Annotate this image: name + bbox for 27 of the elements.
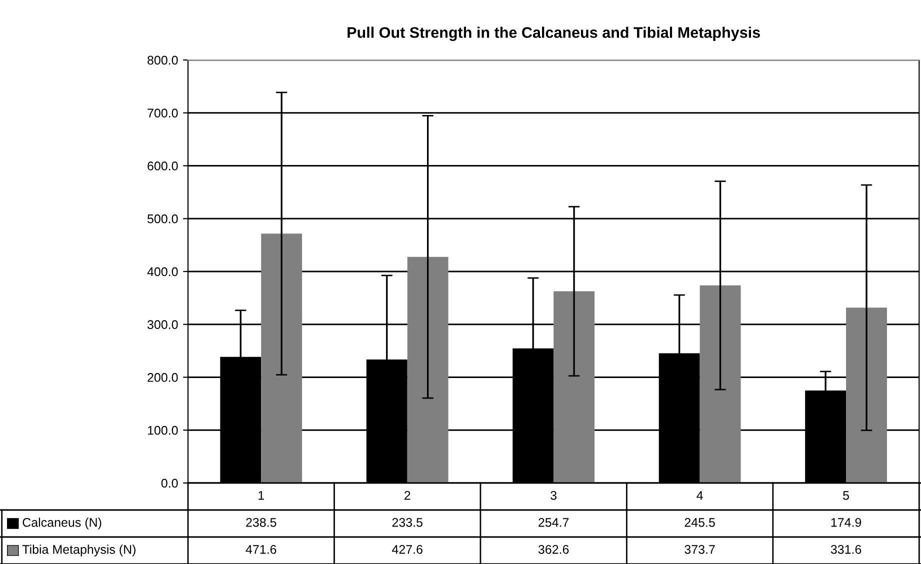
data-label: 245.5 [684, 518, 715, 527]
data-label: 233.5 [392, 518, 422, 527]
y-tick-label: 700.0 [148, 108, 178, 118]
y-tick-label: 800.0 [148, 56, 178, 65]
x-tick-label: 4 [696, 491, 703, 500]
y-tick-label: 500.0 [148, 214, 178, 224]
y-tick-label: 300.0 [147, 320, 178, 330]
x-tick-label: 2 [404, 491, 410, 500]
data-label: 471.6 [246, 545, 276, 554]
data-label: 427.6 [392, 545, 422, 554]
x-tick-label: 5 [843, 491, 849, 500]
data-label: 373.7 [684, 545, 715, 554]
legend-label: Tibia Metaphysis (N) [22, 544, 136, 556]
y-tick-label: 400.0 [147, 267, 178, 276]
data-label: 254.7 [538, 518, 569, 527]
y-tick-label: 100.0 [148, 426, 178, 435]
y-tick-label: 200.0 [148, 373, 178, 382]
y-tick-label: 0.0 [161, 478, 178, 488]
data-label: 238.5 [246, 518, 276, 527]
x-tick-label: 3 [550, 491, 557, 500]
x-tick-label: 1 [258, 491, 264, 500]
data-label: 331.6 [830, 545, 862, 554]
chart-title: Pull Out Strength in the Calcaneus and Tibial Metaphysis [348, 26, 760, 42]
y-tick-label: 600.0 [148, 162, 178, 170]
data-label: 362.6 [538, 545, 569, 554]
legend-label: Calcaneus (N) [22, 518, 102, 530]
data-label: 174.9 [831, 518, 862, 527]
